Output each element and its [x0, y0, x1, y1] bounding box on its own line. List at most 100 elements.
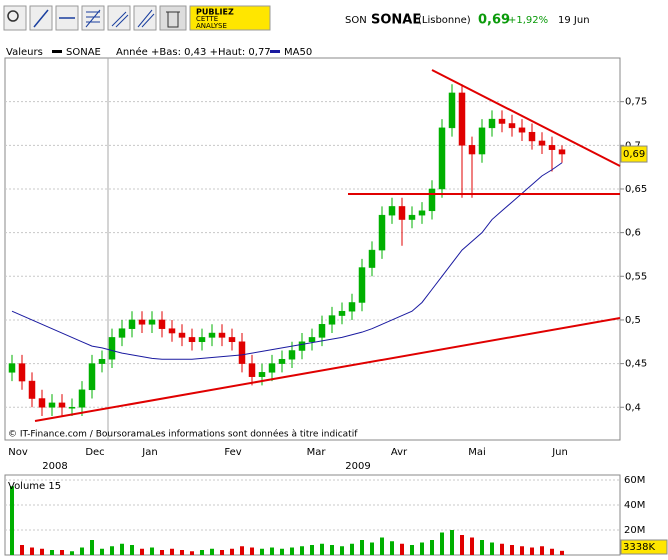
candle-body: [268, 363, 276, 373]
volume-bar: [100, 548, 104, 555]
last-price-label: 0,69: [623, 149, 645, 160]
resistance-line: [431, 69, 621, 167]
delete-button[interactable]: [159, 5, 187, 31]
channel-icon: [111, 11, 129, 28]
toolbar: PUBLIEZ CETTE ANALYSE: [3, 5, 271, 31]
candle-body: [188, 337, 196, 343]
ad-text: PUBLIEZ: [196, 8, 234, 17]
candle-body: [28, 380, 36, 399]
volume-bar: [520, 546, 524, 555]
y-tick-label: 0,5: [625, 315, 641, 326]
volume-bar: [310, 545, 314, 555]
candle-body: [398, 206, 406, 220]
y-tick-label: 0,55: [625, 271, 647, 282]
ma-line: [11, 162, 563, 360]
channel-button[interactable]: [107, 5, 131, 31]
volume-bar: [540, 546, 544, 555]
volume-bar: [530, 547, 534, 555]
volume-bar: [250, 547, 254, 555]
y-tick-label: 0,6: [625, 228, 641, 239]
candle-body: [198, 337, 206, 343]
volume-bar: [420, 542, 424, 555]
candle-body: [338, 310, 346, 316]
candle-body: [18, 363, 26, 382]
volume-bar: [80, 547, 84, 555]
candle-body: [318, 324, 326, 338]
volume-bar: [430, 540, 434, 555]
candle-body: [78, 389, 86, 408]
candle-body: [238, 341, 246, 364]
zoom-button[interactable]: [3, 5, 27, 31]
volume-bar: [190, 551, 194, 555]
volume-bar: [30, 547, 34, 555]
volume-bar: [200, 550, 204, 555]
legend-range: Année +Bas: 0,43 +Haut: 0,77: [116, 46, 271, 58]
candle-body: [408, 214, 416, 220]
volume-bar: [260, 548, 264, 555]
legend-series: SONAE: [66, 47, 101, 58]
ticker-price: 0,69: [478, 13, 510, 28]
candle-body: [528, 131, 536, 142]
candle-body: [128, 319, 136, 329]
x-tick-label: Jan: [141, 447, 157, 458]
volume-bar: [440, 532, 444, 555]
volume-bar: [360, 540, 364, 555]
candle-body: [418, 210, 426, 216]
volume-bar: [220, 550, 224, 555]
volume-bar: [380, 537, 384, 555]
candle-body: [148, 319, 156, 325]
candle-body: [478, 127, 486, 155]
volume-bar: [130, 545, 134, 555]
volume-bar: [330, 545, 334, 555]
volume-bar: [340, 546, 344, 555]
candle-body: [468, 145, 476, 155]
footer: © IT-Finance.com / BoursoramaLes informa…: [8, 429, 358, 440]
legend-ma: MA50: [284, 47, 312, 58]
volume-bar: [470, 537, 474, 555]
ticker-name: SONAE: [371, 13, 421, 28]
volume-bar: [320, 543, 324, 555]
volume-bar: [400, 543, 404, 555]
y-tick-label: 0,4: [625, 402, 641, 413]
last-volume-label: 3338K: [623, 542, 655, 553]
ticker-change: +1,92%: [508, 15, 548, 26]
x-tick-label: Fev: [224, 447, 241, 458]
candle-body: [98, 358, 106, 364]
volume-bar: [140, 548, 144, 555]
candle-body: [118, 328, 126, 338]
candle-body: [288, 350, 296, 360]
parallel-icon: [137, 9, 155, 28]
candle-body: [208, 332, 216, 338]
publish-button[interactable]: [189, 5, 271, 31]
last-price-box: [620, 145, 648, 163]
candle-body: [538, 140, 546, 146]
ad-text: ANALYSE: [196, 22, 227, 30]
fibo-icon: [85, 9, 101, 28]
volume-bar: [20, 545, 24, 555]
volume-bar: [300, 546, 304, 555]
candle-body: [38, 398, 46, 408]
volume-bar: [370, 542, 374, 555]
candle-body: [8, 363, 16, 373]
support-line: [34, 317, 621, 422]
candle-body: [378, 214, 386, 251]
candle-body: [548, 145, 556, 150]
volume-bar: [350, 543, 354, 555]
candle-body: [48, 402, 56, 408]
volume-bar: [560, 550, 564, 555]
candle-body: [358, 267, 366, 303]
candle-body: [348, 302, 356, 312]
candle-body: [228, 337, 236, 343]
candle-body: [248, 363, 256, 377]
candle-body: [178, 332, 186, 338]
candle-body: [108, 337, 116, 360]
candle-body: [558, 149, 566, 155]
candle-body: [368, 249, 376, 268]
volume-bar: [490, 542, 494, 555]
legend-swatch: [270, 50, 280, 53]
y-tick-label: 60M: [624, 475, 645, 486]
volume-bar: [500, 543, 504, 555]
candle-body: [328, 315, 336, 325]
candle-body: [168, 328, 176, 334]
ticker-market: (Lisbonne): [418, 15, 471, 26]
